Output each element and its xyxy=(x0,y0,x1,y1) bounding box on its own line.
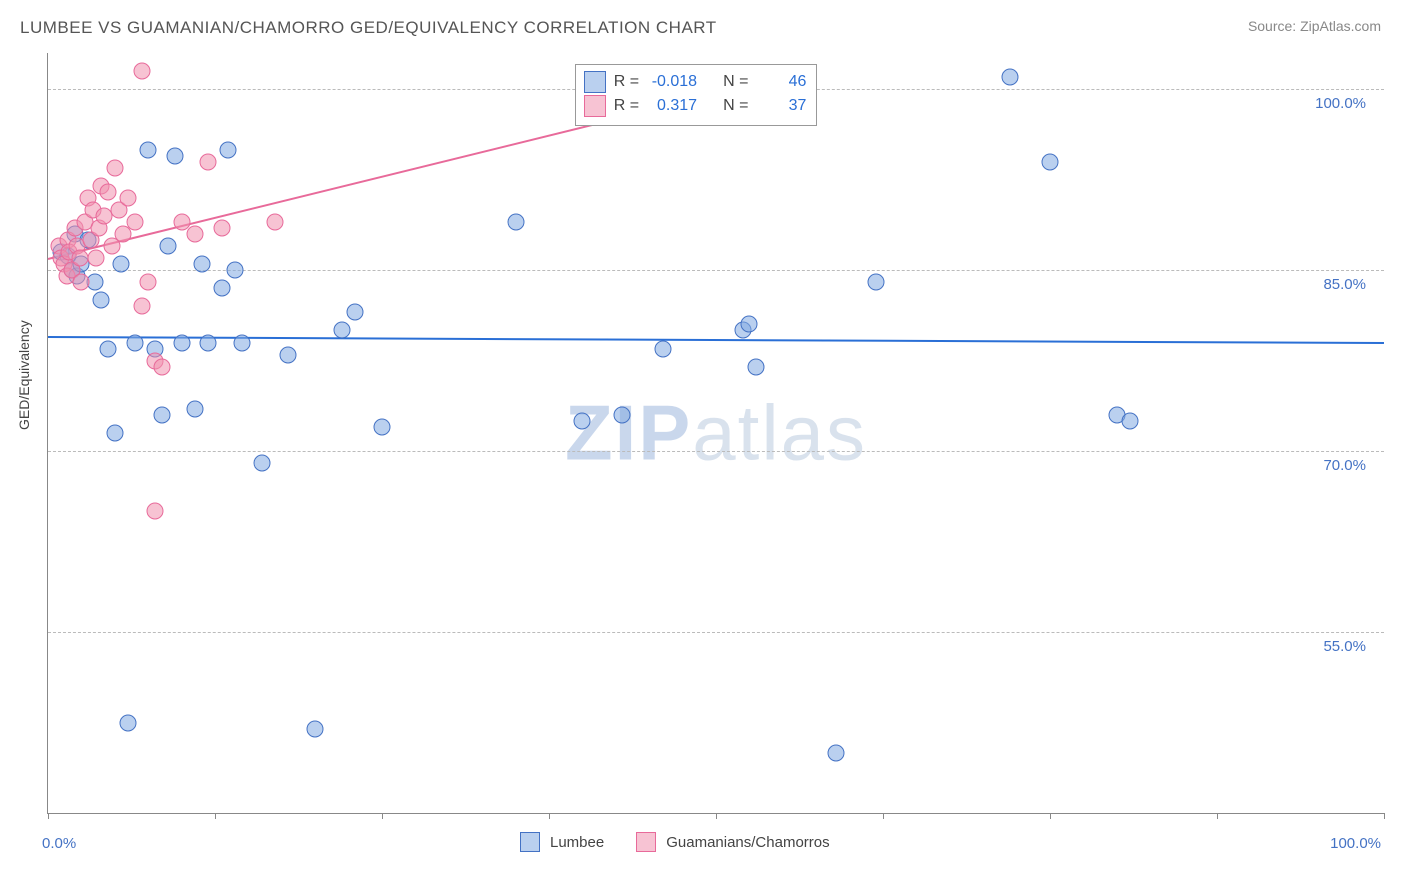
data-point xyxy=(106,159,123,176)
data-point xyxy=(73,274,90,291)
data-point xyxy=(113,256,130,273)
legend-r-label: R = xyxy=(614,97,639,115)
correlation-legend: R = -0.018 N = 46 R = 0.317 N = 37 xyxy=(575,64,818,126)
data-point xyxy=(140,274,157,291)
data-point xyxy=(133,63,150,80)
x-tick xyxy=(549,813,550,819)
chart-title: LUMBEE VS GUAMANIAN/CHAMORRO GED/EQUIVAL… xyxy=(20,18,717,38)
data-point xyxy=(1122,412,1139,429)
data-point xyxy=(654,340,671,357)
data-point xyxy=(173,334,190,351)
y-axis-label: GED/Equivalency xyxy=(16,320,32,430)
legend-swatch xyxy=(584,95,606,117)
watermark-atlas: atlas xyxy=(692,389,867,477)
data-point xyxy=(100,183,117,200)
data-point xyxy=(166,147,183,164)
data-point xyxy=(868,274,885,291)
data-point xyxy=(307,720,324,737)
data-point xyxy=(133,298,150,315)
data-point xyxy=(1042,153,1059,170)
data-point xyxy=(153,406,170,423)
data-point xyxy=(333,322,350,339)
data-point xyxy=(193,256,210,273)
y-tick-label: 100.0% xyxy=(1315,95,1366,112)
legend-r-label: R = xyxy=(614,73,639,91)
data-point xyxy=(153,358,170,375)
data-point xyxy=(748,358,765,375)
x-axis-min-label: 0.0% xyxy=(42,835,76,852)
data-point xyxy=(100,340,117,357)
legend-n-value: 37 xyxy=(756,97,806,115)
gridline xyxy=(48,270,1384,271)
gridline xyxy=(48,632,1384,633)
data-point xyxy=(227,262,244,279)
y-tick-label: 70.0% xyxy=(1323,457,1366,474)
legend-swatch xyxy=(584,71,606,93)
data-point xyxy=(233,334,250,351)
x-tick xyxy=(1384,813,1385,819)
data-point xyxy=(213,219,230,236)
x-tick xyxy=(48,813,49,819)
data-point xyxy=(253,455,270,472)
data-point xyxy=(120,714,137,731)
legend-n-label: N = xyxy=(723,97,748,115)
y-tick-label: 85.0% xyxy=(1323,276,1366,293)
data-point xyxy=(186,400,203,417)
data-point xyxy=(160,238,177,255)
data-point xyxy=(828,744,845,761)
x-tick xyxy=(382,813,383,819)
gridline xyxy=(48,451,1384,452)
data-point xyxy=(374,418,391,435)
source-label: Source: ZipAtlas.com xyxy=(1248,18,1381,34)
data-point xyxy=(507,213,524,230)
data-point xyxy=(574,412,591,429)
data-point xyxy=(213,280,230,297)
data-point xyxy=(72,250,89,267)
legend-swatch-guam xyxy=(636,832,656,852)
data-point xyxy=(1001,69,1018,86)
watermark: ZIPatlas xyxy=(565,388,867,479)
legend-swatch-lumbee xyxy=(520,832,540,852)
data-point xyxy=(146,503,163,520)
legend-label-guam: Guamanians/Chamorros xyxy=(666,834,829,851)
data-point xyxy=(347,304,364,321)
data-point xyxy=(280,346,297,363)
data-point xyxy=(126,213,143,230)
data-point xyxy=(140,141,157,158)
data-point xyxy=(106,425,123,442)
plot-area: ZIPatlas 100.0% 85.0% 70.0% 55.0% xyxy=(47,53,1384,814)
data-point xyxy=(614,406,631,423)
x-tick xyxy=(1050,813,1051,819)
y-tick-label: 55.0% xyxy=(1323,638,1366,655)
x-tick xyxy=(883,813,884,819)
data-point xyxy=(88,250,105,267)
data-point xyxy=(741,316,758,333)
data-point xyxy=(220,141,237,158)
legend-n-value: 46 xyxy=(756,73,806,91)
legend-bottom: Lumbee Guamanians/Chamorros xyxy=(520,832,830,852)
data-point xyxy=(200,334,217,351)
data-point xyxy=(126,334,143,351)
legend-r-value: 0.317 xyxy=(647,97,697,115)
x-tick xyxy=(215,813,216,819)
x-tick xyxy=(1217,813,1218,819)
legend-r-value: -0.018 xyxy=(647,73,697,91)
x-tick xyxy=(716,813,717,819)
data-point xyxy=(120,189,137,206)
data-point xyxy=(200,153,217,170)
legend-label-lumbee: Lumbee xyxy=(550,834,604,851)
data-point xyxy=(267,213,284,230)
watermark-zip: ZIP xyxy=(565,389,692,477)
data-point xyxy=(186,225,203,242)
x-axis-max-label: 100.0% xyxy=(1330,835,1381,852)
legend-n-label: N = xyxy=(723,73,748,91)
data-point xyxy=(93,292,110,309)
